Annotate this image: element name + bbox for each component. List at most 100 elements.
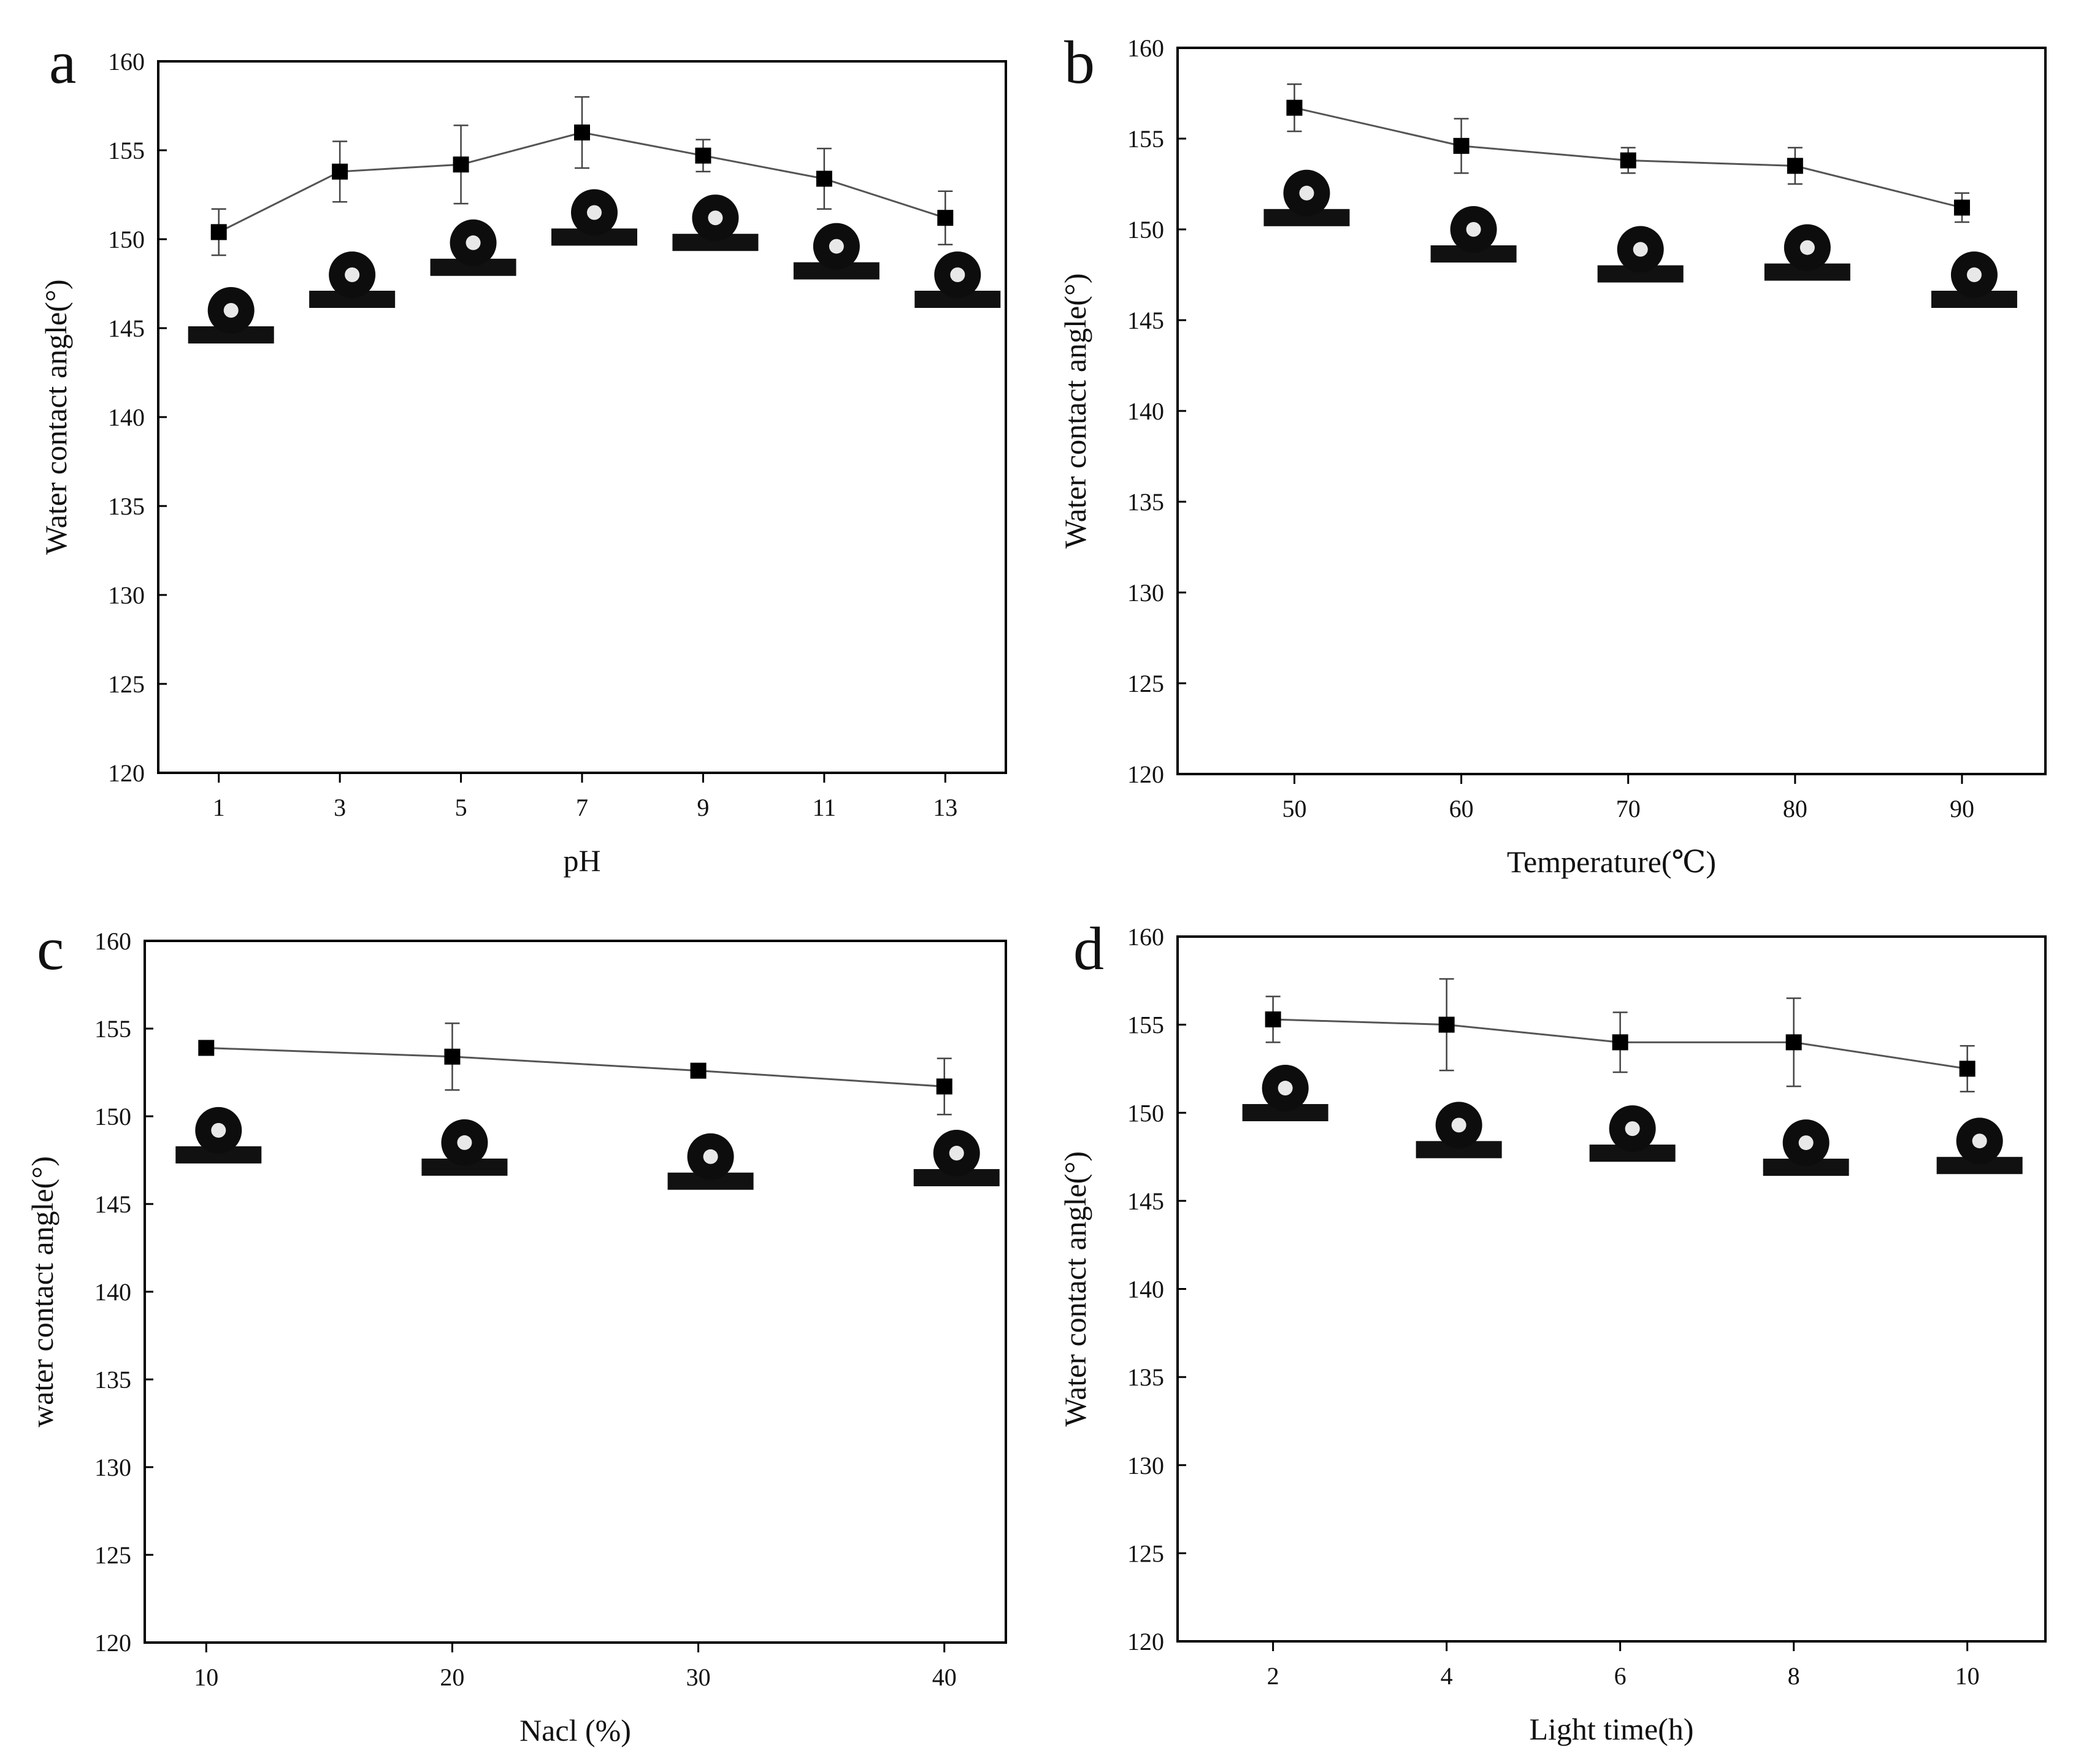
series-line: [206, 1046, 945, 1087]
droplet-highlight: [1972, 1133, 1987, 1149]
x-tick-label: 20: [440, 1663, 464, 1691]
x-tick-label: 70: [1616, 795, 1641, 823]
droplet-inset: [175, 1106, 262, 1164]
y-tick-label: 140: [1127, 1276, 1164, 1303]
droplet-inset: [1764, 224, 1850, 281]
y-tick-label: 140: [94, 1278, 131, 1306]
y-tick-label: 155: [1127, 125, 1164, 153]
droplet-inset: [551, 189, 637, 246]
y-tick-label: 160: [108, 48, 145, 75]
data-point: [1286, 99, 1303, 116]
x-tick-label: 8: [1788, 1662, 1800, 1690]
y-tick-label: 140: [108, 404, 145, 431]
y-axis-title: Water contact angle(°): [1058, 1151, 1092, 1427]
y-tick-label: 130: [108, 581, 145, 609]
x-tick-label: 80: [1783, 795, 1807, 823]
x-tick-label: 30: [686, 1663, 711, 1691]
y-tick-label: 125: [94, 1541, 131, 1569]
droplet-inset: [430, 219, 516, 276]
data-point: [444, 1048, 461, 1065]
data-point: [695, 147, 711, 164]
plot-frame: [1176, 47, 2047, 775]
x-tick-label: 10: [194, 1663, 218, 1691]
x-axis-title: pH: [563, 843, 600, 878]
panel-letter: a: [49, 28, 76, 96]
y-tick-label: 135: [1127, 488, 1164, 516]
y-tick-label: 130: [1127, 579, 1164, 607]
droplet-inset: [421, 1119, 508, 1176]
droplet-highlight: [1966, 267, 1982, 282]
droplet-inset: [1931, 251, 2017, 308]
droplet-inset: [309, 251, 396, 308]
droplet-inset: [1430, 206, 1517, 263]
droplet-highlight: [587, 205, 602, 220]
x-tick-label: 10: [1955, 1662, 1980, 1690]
droplet-inset: [1763, 1119, 1849, 1176]
y-tick-label: 135: [94, 1366, 131, 1394]
data-point: [936, 1078, 952, 1095]
plot-frame: [144, 940, 1007, 1644]
y-tick-label: 135: [108, 493, 145, 520]
data-point: [1612, 1034, 1628, 1051]
droplet-inset: [672, 194, 759, 251]
droplet-inset: [188, 287, 274, 343]
x-tick-label: 13: [933, 794, 957, 821]
droplet-highlight: [466, 235, 481, 250]
y-tick-label: 145: [94, 1191, 131, 1218]
panel-letter: d: [1073, 915, 1104, 983]
data-point: [1438, 1016, 1455, 1033]
droplet-highlight: [708, 210, 723, 226]
x-axis-title: Nacl (%): [519, 1713, 631, 1747]
y-tick-label: 160: [1127, 34, 1164, 62]
y-tick-label: 125: [1127, 1540, 1164, 1567]
y-tick-label: 120: [1127, 1628, 1164, 1655]
droplet-highlight: [345, 267, 360, 282]
x-tick-label: 90: [1950, 795, 1974, 823]
data-point: [1265, 1011, 1281, 1028]
droplet-inset: [1263, 169, 1350, 226]
droplet-highlight: [950, 267, 965, 282]
data-point: [1620, 152, 1636, 169]
chart-panel-c: c 120 125 130 135 140 145 150 155 160 10 20 30 40 Nacl…: [25, 915, 1007, 1747]
data-point: [1953, 199, 1970, 216]
droplet-highlight: [1278, 1081, 1293, 1096]
data-point: [1453, 137, 1470, 154]
data-point: [453, 156, 469, 173]
y-tick-label: 120: [94, 1629, 131, 1657]
y-tick-label: 150: [94, 1103, 131, 1130]
x-tick-label: 5: [455, 794, 467, 821]
droplet-inset: [1242, 1065, 1328, 1122]
y-tick-label: 145: [108, 315, 145, 342]
x-tick-label: 9: [697, 794, 709, 821]
data-point: [210, 224, 227, 240]
y-tick-label: 160: [94, 927, 131, 955]
droplet-inset: [793, 223, 880, 280]
data-point: [816, 171, 832, 187]
y-tick-label: 145: [1127, 307, 1164, 334]
droplet-highlight: [1799, 240, 1815, 255]
y-tick-label: 125: [1127, 670, 1164, 697]
droplet-highlight: [1633, 242, 1648, 257]
y-tick-label: 155: [1127, 1011, 1164, 1039]
droplet-highlight: [949, 1146, 964, 1161]
data-point: [332, 163, 348, 180]
droplet-highlight: [1798, 1135, 1814, 1151]
data-point: [937, 210, 954, 226]
y-axis-title: Water contact angle(°): [39, 279, 73, 554]
y-tick-label: 155: [108, 137, 145, 164]
panel-letter: b: [1064, 28, 1095, 96]
droplet-highlight: [1625, 1121, 1640, 1137]
droplet-inset: [1936, 1118, 2023, 1175]
y-tick-label: 135: [1127, 1363, 1164, 1391]
panel-letter: c: [37, 915, 64, 983]
x-tick-label: 40: [932, 1663, 957, 1691]
y-tick-label: 150: [1127, 1099, 1164, 1127]
y-tick-label: 150: [108, 226, 145, 253]
x-tick-label: 4: [1441, 1662, 1453, 1690]
data-point: [690, 1062, 707, 1079]
y-tick-label: 125: [108, 670, 145, 698]
chart-panel-b: b 120 125 130 135 140 145 150 155 160 50 60 70 80 90 Te…: [1058, 28, 2047, 879]
y-tick-label: 120: [108, 759, 145, 787]
